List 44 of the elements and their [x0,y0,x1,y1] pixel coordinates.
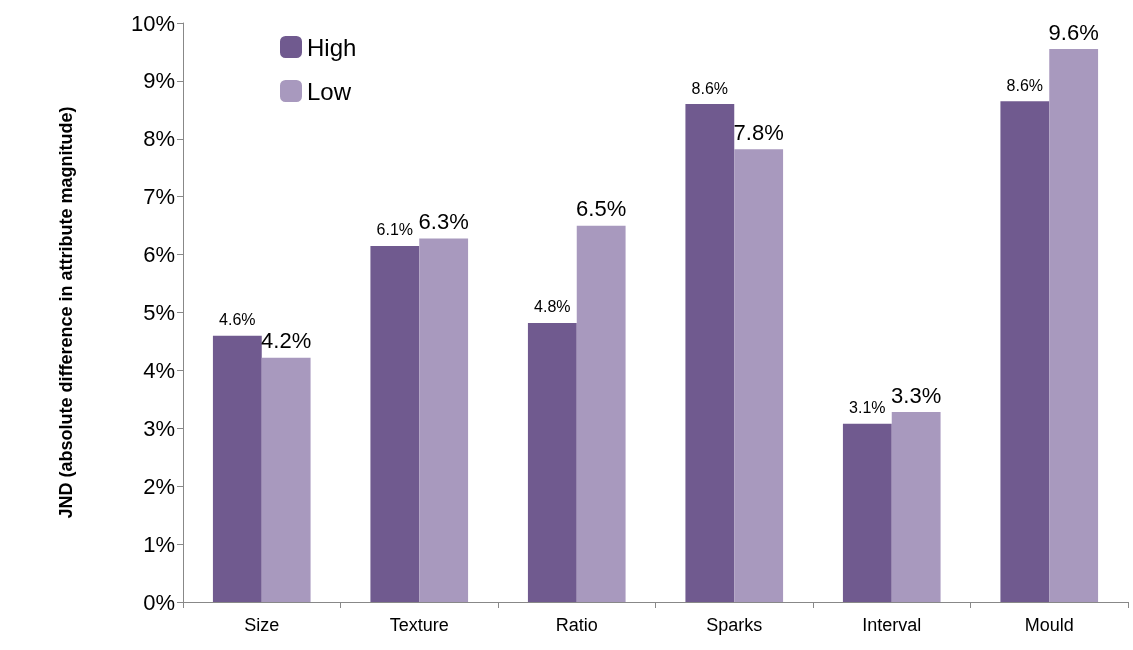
x-tick-label: Interval [862,615,922,635]
bar [527,322,577,602]
bar [842,423,892,602]
legend-label: Low [307,77,352,105]
y-tick-label: 10% [130,10,175,36]
bar [261,357,311,602]
bar [370,245,420,602]
x-tick-label: Ratio [555,615,598,635]
data-label: 3.3% [891,382,942,408]
y-tick-label: 1% [143,531,175,557]
x-tick-label: Mould [1024,615,1074,635]
data-label: 4.8% [534,298,571,316]
bar [212,335,262,602]
bar [685,104,735,602]
data-label: 6.5% [576,196,627,222]
y-tick-label: 2% [143,473,175,499]
data-label: 8.6% [1006,76,1044,94]
y-tick-label: 9% [143,68,175,94]
bar [891,412,941,602]
x-tick-label: Sparks [706,615,763,635]
bar [576,225,626,602]
data-label: 3.1% [849,399,886,417]
data-label: 8.6% [691,79,729,97]
bar [1000,101,1050,602]
y-axis-title: JND (absolute difference in attribute magnitude) [56,106,76,519]
data-label: 7.8% [733,119,784,145]
x-tick-label: Size [244,615,280,635]
data-label: 6.3% [418,208,469,234]
y-tick-label: 8% [143,126,175,152]
bar [419,238,469,602]
y-tick-label: 3% [143,415,175,441]
bar [734,149,784,602]
legend-label: High [307,33,357,61]
data-label: 6.1% [376,221,414,239]
data-label: 4.6% [219,311,256,329]
bar [1049,49,1099,602]
y-tick-label: 4% [143,357,175,383]
data-label: 9.6% [1048,19,1099,45]
data-label: 4.2% [261,328,312,354]
y-tick-label: 6% [143,242,175,268]
y-tick-label: 7% [143,184,175,210]
y-tick-label: 5% [143,300,175,325]
x-tick-label: Texture [389,615,449,635]
y-tick-label: 0% [143,589,175,615]
